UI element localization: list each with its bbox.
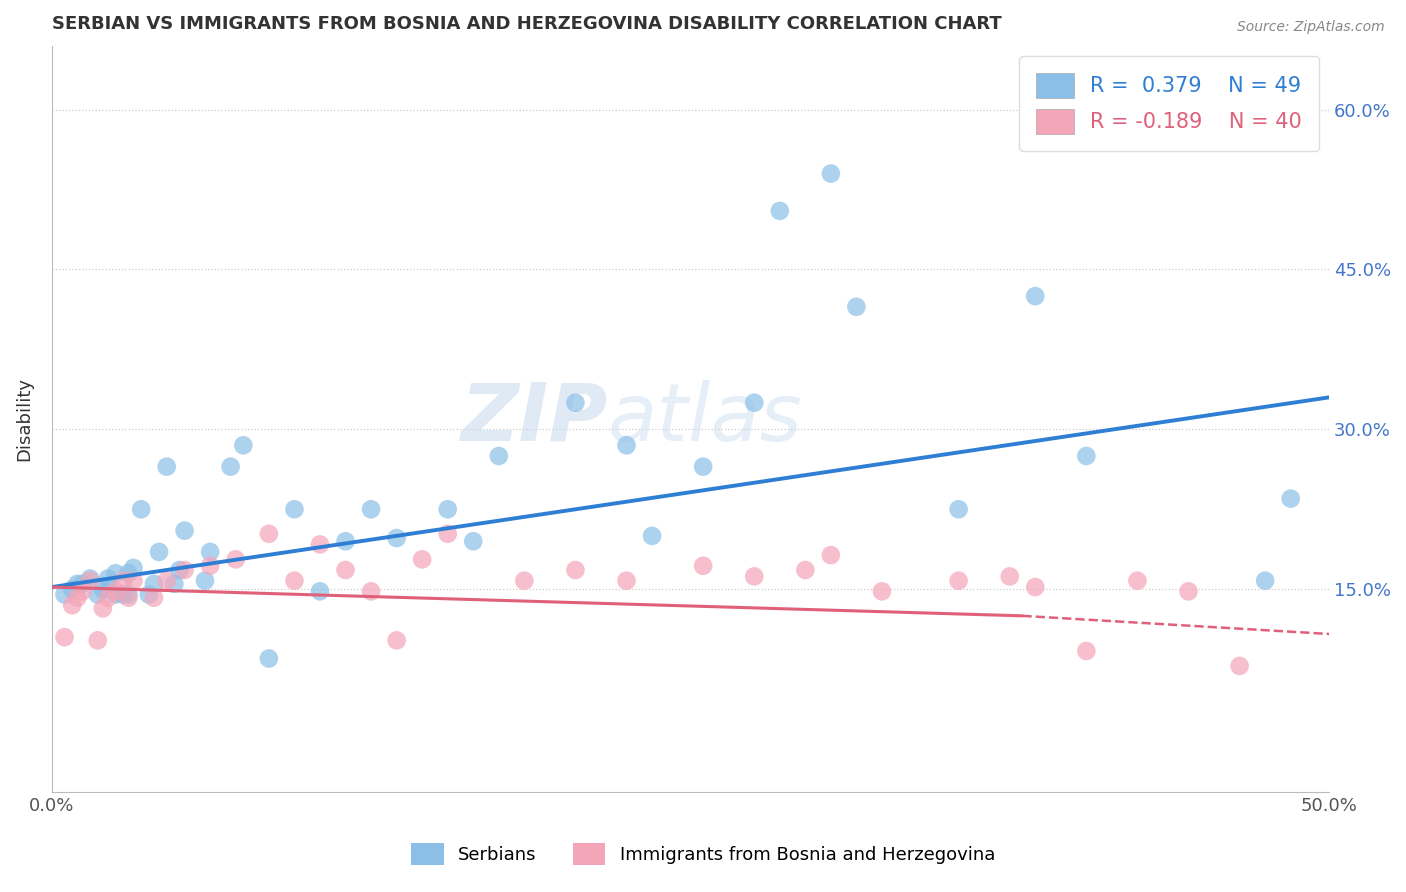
Point [117,566,139,581]
Point [156,574,179,588]
Point [1177,584,1199,599]
Point [283,502,305,516]
Point [1024,580,1046,594]
Point [104,588,127,602]
Point [1229,659,1251,673]
Point [79,572,101,586]
Point [360,502,382,516]
Point [112,574,135,588]
Point [1076,644,1098,658]
Point [72,577,94,591]
Point [335,563,357,577]
Point [169,563,191,577]
Point [163,577,186,591]
Point [385,633,408,648]
Point [385,531,408,545]
Point [122,574,145,588]
Point [463,534,485,549]
Point [194,574,217,588]
Point [948,574,970,588]
Point [97,591,120,605]
Text: ZIP: ZIP [460,380,607,458]
Point [641,529,664,543]
Point [198,558,221,573]
Point [72,584,94,599]
Point [513,574,536,588]
Point [173,524,195,538]
Point [198,545,221,559]
Point [87,588,110,602]
Point [129,502,152,516]
Point [66,591,89,605]
Point [122,561,145,575]
Point [97,572,120,586]
Point [232,438,254,452]
Point [692,558,714,573]
Point [91,601,114,615]
Point [142,591,165,605]
Point [309,584,332,599]
Point [948,502,970,516]
Point [66,577,89,591]
Point [820,167,842,181]
Point [488,449,510,463]
Point [142,577,165,591]
Point [998,569,1021,583]
Point [1126,574,1149,588]
Point [257,651,280,665]
Point [60,582,83,597]
Point [53,630,76,644]
Legend: Serbians, Immigrants from Bosnia and Herzegovina: Serbians, Immigrants from Bosnia and Her… [402,834,1004,874]
Point [283,574,305,588]
Text: Source: ZipAtlas.com: Source: ZipAtlas.com [1237,20,1385,34]
Point [225,552,247,566]
Point [564,395,586,409]
Point [870,584,893,599]
Point [742,395,765,409]
Point [219,459,242,474]
Point [845,300,868,314]
Point [1254,574,1277,588]
Point [616,438,638,452]
Point [1279,491,1302,506]
Point [411,552,433,566]
Point [820,548,842,562]
Point [564,563,586,577]
Point [97,582,120,597]
Text: SERBIAN VS IMMIGRANTS FROM BOSNIA AND HERZEGOVINA DISABILITY CORRELATION CHART: SERBIAN VS IMMIGRANTS FROM BOSNIA AND HE… [52,15,1001,33]
Point [692,459,714,474]
Point [148,545,170,559]
Point [173,563,195,577]
Point [53,588,76,602]
Point [769,203,792,218]
Point [616,574,638,588]
Point [79,574,101,588]
Point [742,569,765,583]
Point [1076,449,1098,463]
Point [104,566,127,581]
Point [138,588,160,602]
Point [112,588,135,602]
Point [60,598,83,612]
Point [309,537,332,551]
Point [91,582,114,597]
Point [117,588,139,602]
Point [87,633,110,648]
Point [104,584,127,599]
Point [436,502,458,516]
Point [117,591,139,605]
Legend: R =  0.379    N = 49, R = -0.189    N = 40: R = 0.379 N = 49, R = -0.189 N = 40 [1019,56,1319,151]
Point [360,584,382,599]
Point [156,459,179,474]
Point [794,563,817,577]
Text: atlas: atlas [607,380,801,458]
Y-axis label: Disability: Disability [15,376,32,460]
Point [436,526,458,541]
Point [335,534,357,549]
Point [1024,289,1046,303]
Point [257,526,280,541]
